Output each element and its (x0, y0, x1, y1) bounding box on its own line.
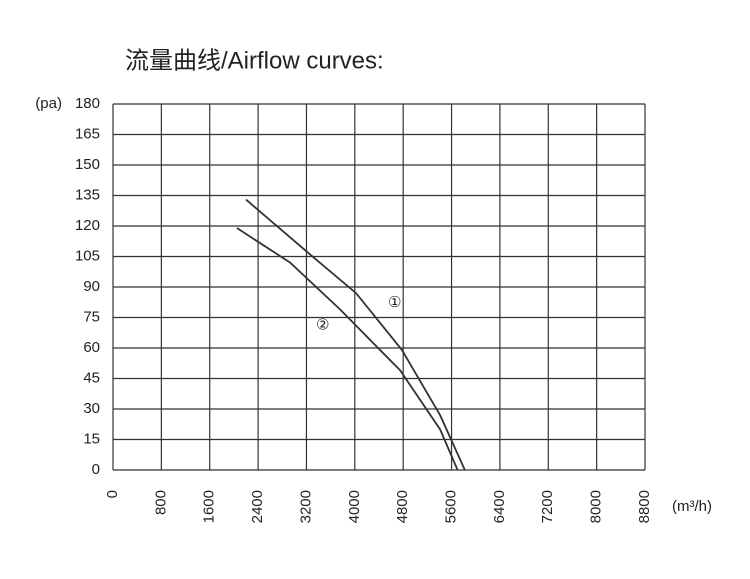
curve-label: ② (316, 316, 329, 333)
line-series (245, 198, 466, 471)
y-tick-label: 15 (83, 430, 100, 447)
x-tick-label: 3200 (297, 490, 314, 523)
x-tick-label: 8800 (636, 490, 653, 523)
x-tick-label: 0 (104, 490, 121, 498)
y-tick-label: 75 (83, 308, 100, 325)
x-axis-label: (m³/h) (672, 498, 712, 515)
y-tick-label: 150 (75, 156, 100, 173)
y-tick-label: 120 (75, 217, 100, 234)
y-tick-label: 0 (92, 461, 100, 478)
x-tick-label: 800 (152, 490, 169, 515)
y-tick-label: 60 (83, 339, 100, 356)
y-tick-label: 180 (75, 95, 100, 112)
y-tick-label: 105 (75, 247, 100, 264)
x-tick-label: 4800 (394, 490, 411, 523)
x-tick-label: 5600 (443, 490, 460, 523)
x-tick-label: 8000 (588, 490, 605, 523)
x-tick-label: 7200 (539, 490, 556, 523)
y-tick-label: 135 (75, 186, 100, 203)
y-tick-label: 30 (83, 400, 100, 417)
x-tick-label: 6400 (491, 490, 508, 523)
line-series (236, 227, 459, 471)
y-axis-label: (pa) (35, 95, 62, 112)
x-tick-label: 2400 (249, 490, 266, 523)
y-tick-label: 90 (83, 278, 100, 295)
x-tick-label: 1600 (201, 490, 218, 523)
curve-label: ① (388, 294, 401, 311)
y-tick-label: 45 (83, 369, 100, 386)
y-tick-label: 165 (75, 125, 100, 142)
chart-title: 流量曲线/Airflow curves: (125, 47, 384, 74)
x-tick-label: 4000 (346, 490, 363, 523)
